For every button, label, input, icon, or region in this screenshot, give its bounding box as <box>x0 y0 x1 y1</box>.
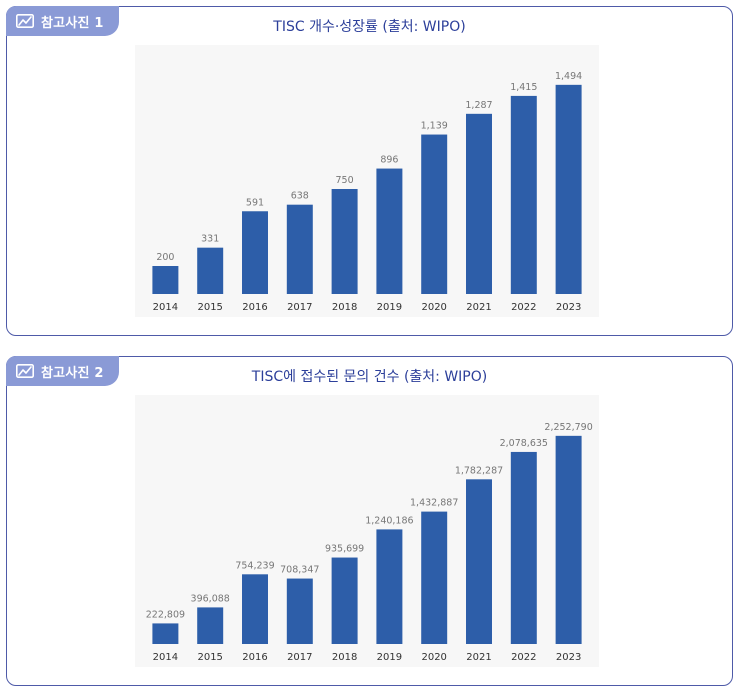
bar-2016 <box>242 574 268 644</box>
value-label-2022: 1,415 <box>510 82 537 93</box>
bar-2019 <box>376 168 403 294</box>
x-tick-2023: 2023 <box>556 652 581 663</box>
chart-icon <box>16 14 34 28</box>
bar-2014 <box>152 623 179 644</box>
x-tick-2017: 2017 <box>287 302 312 313</box>
bar-2016 <box>242 211 268 294</box>
value-label-2018: 935,699 <box>325 544 364 555</box>
value-label-2018: 750 <box>336 175 354 186</box>
value-label-2019: 1,240,186 <box>365 515 413 526</box>
value-label-2020: 1,432,887 <box>410 498 458 509</box>
value-label-2021: 1,287 <box>465 100 492 111</box>
value-label-2021: 1,782,287 <box>455 465 503 476</box>
x-tick-2022: 2022 <box>511 652 536 663</box>
tab-label: 참고사진 2 <box>41 365 104 381</box>
bar-2023 <box>555 84 582 294</box>
bar-2022 <box>510 95 537 295</box>
value-label-2014: 222,809 <box>146 609 185 620</box>
bar-2020 <box>421 511 448 644</box>
bar-2021 <box>466 113 492 294</box>
value-label-2015: 331 <box>201 234 219 245</box>
x-tick-2018: 2018 <box>332 652 357 663</box>
x-tick-2014: 2014 <box>153 302 178 313</box>
chart-icon <box>16 364 34 378</box>
value-label-2020: 1,139 <box>421 121 448 132</box>
reference-panel-2: 참고사진 2 TISC에 접수된 문의 건수 (출처: WIPO) 222,80… <box>6 356 733 686</box>
value-label-2019: 896 <box>380 155 398 166</box>
reference-tab-2: 참고사진 2 <box>6 356 119 386</box>
value-label-2017: 708,347 <box>280 565 319 576</box>
x-tick-2016: 2016 <box>242 302 267 313</box>
value-label-2016: 754,239 <box>235 560 274 571</box>
x-tick-2019: 2019 <box>377 652 402 663</box>
reference-tab-1: 참고사진 1 <box>6 6 119 36</box>
x-tick-2015: 2015 <box>197 652 222 663</box>
bar-2019 <box>376 529 403 644</box>
bar-2015 <box>197 607 224 644</box>
bar-2015 <box>197 247 224 294</box>
x-tick-2016: 2016 <box>242 652 267 663</box>
x-tick-2020: 2020 <box>421 652 446 663</box>
x-tick-2019: 2019 <box>377 302 402 313</box>
bar-2014 <box>152 266 179 294</box>
chart-title: TISC에 접수된 문의 건수 (출처: WIPO) <box>251 369 488 385</box>
bar-2020 <box>421 134 448 294</box>
x-tick-2018: 2018 <box>332 302 357 313</box>
bar-2018 <box>331 557 358 644</box>
x-tick-2021: 2021 <box>466 302 491 313</box>
bar-2017 <box>286 204 313 294</box>
bar-2018 <box>331 189 358 294</box>
value-label-2023: 2,252,790 <box>544 422 592 433</box>
bar-2022 <box>510 451 537 644</box>
bar-chart-tisc-inquiries: 222,809 2014 396,088 2015 754,239 2016 708,347… <box>135 395 599 667</box>
bar-chart-tisc-count: 200 2014 331 2015 591 2016 638 2017 750 2018 896 20… <box>135 45 599 317</box>
value-label-2014: 200 <box>156 252 174 263</box>
reference-panel-1: 참고사진 1 TISC 개수·성장률 (출처: WIPO) 200 2014 331… <box>6 6 733 336</box>
bar-2021 <box>466 479 492 644</box>
tab-label: 참고사진 1 <box>41 15 104 31</box>
x-tick-2020: 2020 <box>421 302 446 313</box>
bar-2023 <box>555 435 582 644</box>
x-tick-2021: 2021 <box>466 652 491 663</box>
x-tick-2017: 2017 <box>287 652 312 663</box>
x-tick-2022: 2022 <box>511 302 536 313</box>
x-tick-2014: 2014 <box>153 652 178 663</box>
value-label-2015: 396,088 <box>191 593 230 604</box>
x-tick-2023: 2023 <box>556 302 581 313</box>
value-label-2016: 591 <box>246 197 264 208</box>
value-label-2022: 2,078,635 <box>500 438 548 449</box>
x-tick-2015: 2015 <box>197 302 222 313</box>
bar-2017 <box>286 578 313 644</box>
value-label-2023: 1,494 <box>555 71 582 82</box>
value-label-2017: 638 <box>291 191 309 202</box>
chart-title: TISC 개수·성장률 (출처: WIPO) <box>273 19 466 35</box>
